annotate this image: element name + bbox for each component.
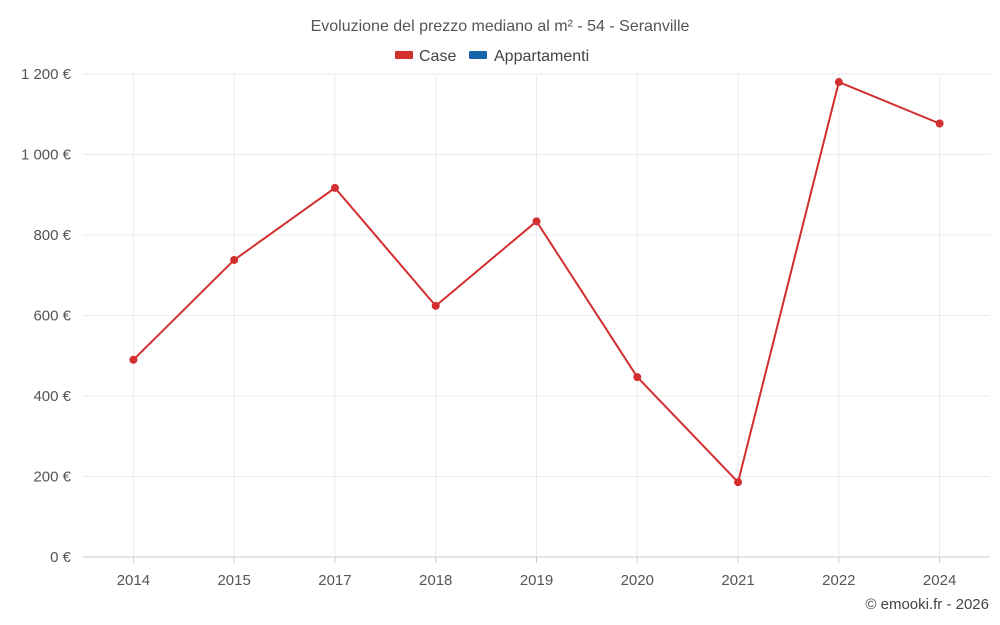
x-tick-label: 2014 [117,572,150,589]
grid [83,73,990,557]
x-tick-label: 2024 [923,572,956,589]
data-point-case[interactable] [431,301,440,310]
legend-label-case: Case [419,48,456,65]
data-point-case[interactable] [834,78,843,87]
legend-label-appartamenti: Appartamenti [494,48,589,65]
y-tick-label: 200 € [33,469,71,486]
x-tick-label: 2015 [217,572,250,589]
chart-title: Evoluzione del prezzo mediano al m² - 54… [311,18,690,35]
legend-swatch-case [395,51,413,59]
y-tick-label: 0 € [50,549,72,566]
legend-swatch-appartamenti [469,51,487,59]
credit-text: © emooki.fr - 2026 [865,596,989,613]
x-tick-label: 2017 [318,572,351,589]
y-tick-label: 400 € [33,388,71,405]
x-tick-label: 2021 [721,572,754,589]
x-tick-label: 2019 [520,572,553,589]
data-point-case[interactable] [330,183,339,192]
data-point-case[interactable] [129,355,138,364]
x-tick-label: 2018 [419,572,452,589]
legend: Case Appartamenti [395,48,589,65]
data-point-case[interactable] [532,217,541,226]
y-tick-label: 600 € [33,308,71,325]
x-axis-ticks: 2014 2015 2017 2018 2019 2020 2021 2022 2024 [117,557,956,589]
data-point-case[interactable] [935,119,944,128]
data-point-case[interactable] [734,478,743,487]
data-point-case[interactable] [633,373,642,382]
legend-item-case[interactable]: Case [395,48,456,65]
y-axis-ticks: 0 € 200 € 400 € 600 € 800 € 1 000 € 1 200 € [21,66,72,566]
series [129,78,944,487]
x-tick-label: 2020 [621,572,654,589]
data-point-case[interactable] [230,255,239,264]
legend-item-appartamenti[interactable]: Appartamenti [469,48,589,65]
x-tick-label: 2022 [822,572,855,589]
y-tick-label: 800 € [33,227,71,244]
y-tick-label: 1 200 € [21,66,72,83]
y-tick-label: 1 000 € [21,147,72,164]
